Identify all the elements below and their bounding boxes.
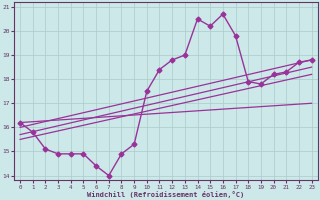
X-axis label: Windchill (Refroidissement éolien,°C): Windchill (Refroidissement éolien,°C) [87, 191, 244, 198]
